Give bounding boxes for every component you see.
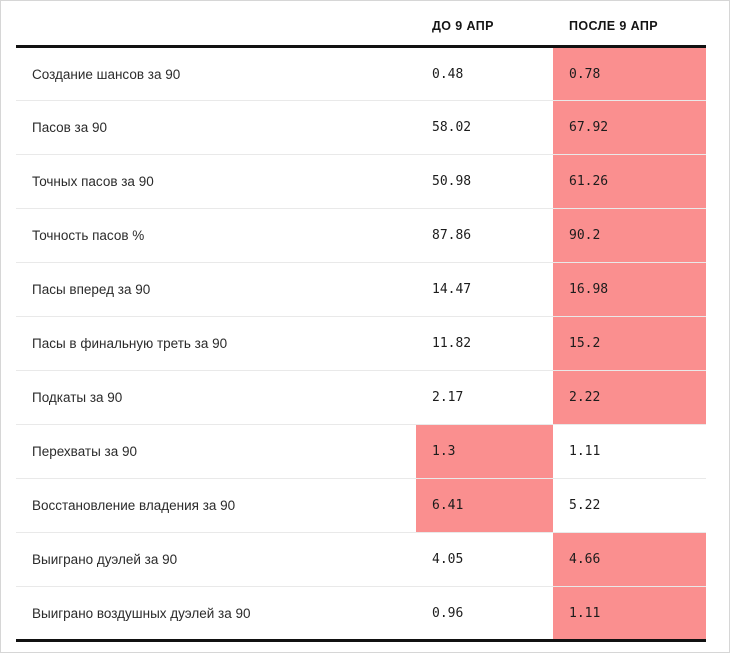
- value-after: 5.22: [569, 498, 601, 513]
- metric-label: Пасы в финальную треть за 90: [32, 336, 228, 351]
- metric-label: Пасы вперед за 90: [32, 282, 151, 297]
- table-header: ДО 9 АПР ПОСЛЕ 9 АПР: [16, 7, 706, 48]
- value-before: 87.86: [432, 228, 472, 243]
- value-after: 1.11: [553, 586, 706, 641]
- table-row: Выиграно воздушных дуэлей за 90 0.96 1.1…: [16, 586, 706, 641]
- value-after: 67.92: [553, 100, 706, 155]
- metric-label: Перехваты за 90: [32, 444, 138, 459]
- metric-label: Создание шансов за 90: [32, 66, 181, 82]
- table-row: Перехваты за 90 1.3 1.11: [16, 424, 706, 479]
- metric-label: Подкаты за 90: [32, 390, 123, 405]
- value-before: 0.48: [432, 66, 464, 82]
- table-row: Выиграно дуэлей за 90 4.05 4.66: [16, 532, 706, 587]
- value-before: 4.05: [432, 552, 464, 567]
- table-row: Пасы вперед за 90 14.47 16.98: [16, 262, 706, 317]
- value-before: 58.02: [432, 120, 472, 135]
- metric-label: Восстановление владения за 90: [32, 498, 236, 513]
- metric-label: Точность пасов %: [32, 228, 145, 243]
- value-before: 1.3: [416, 424, 553, 479]
- value-after: 90.2: [553, 208, 706, 263]
- table-row: Создание шансов за 90 0.48 0.78: [16, 46, 706, 101]
- table-row: Точных пасов за 90 50.98 61.26: [16, 154, 706, 209]
- metric-label: Точных пасов за 90: [32, 174, 154, 189]
- value-before: 14.47: [432, 282, 472, 297]
- metric-label: Выиграно дуэлей за 90: [32, 552, 178, 567]
- value-after: 4.66: [553, 532, 706, 587]
- value-before: 6.41: [416, 478, 553, 533]
- column-header-after: ПОСЛЕ 9 АПР: [553, 7, 706, 48]
- table-body: Создание шансов за 90 0.48 0.78 Пасов за…: [16, 46, 706, 641]
- table-row: Пасы в финальную треть за 90 11.82 15.2: [16, 316, 706, 371]
- value-after: 2.22: [553, 370, 706, 425]
- table-row: Подкаты за 90 2.17 2.22: [16, 370, 706, 425]
- column-header-metric: [16, 7, 416, 48]
- value-before: 0.96: [432, 605, 464, 621]
- value-after: 1.11: [569, 444, 601, 459]
- value-after: 16.98: [553, 262, 706, 317]
- metric-label: Пасов за 90: [32, 120, 108, 135]
- stats-comparison-table: ДО 9 АПР ПОСЛЕ 9 АПР Создание шансов за …: [16, 7, 706, 642]
- column-header-before: ДО 9 АПР: [416, 7, 553, 48]
- table-row: Пасов за 90 58.02 67.92: [16, 100, 706, 155]
- value-after: 61.26: [553, 154, 706, 209]
- table-row: Восстановление владения за 90 6.41 5.22: [16, 478, 706, 533]
- value-before: 2.17: [432, 390, 464, 405]
- metric-label: Выиграно воздушных дуэлей за 90: [32, 605, 251, 621]
- value-after: 0.78: [553, 46, 706, 101]
- value-before: 50.98: [432, 174, 472, 189]
- table-row: Точность пасов % 87.86 90.2: [16, 208, 706, 263]
- value-before: 11.82: [432, 336, 472, 351]
- value-after: 15.2: [553, 316, 706, 371]
